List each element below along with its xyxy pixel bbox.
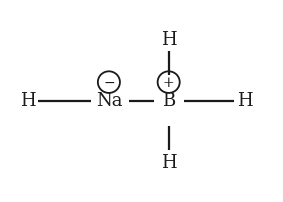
Text: +: + [163,76,175,90]
Text: Na: Na [96,92,122,110]
Text: H: H [161,31,177,49]
Text: H: H [161,153,177,171]
Text: B: B [162,92,175,110]
Text: H: H [237,92,252,110]
Text: −: − [103,76,115,90]
Text: H: H [20,92,35,110]
